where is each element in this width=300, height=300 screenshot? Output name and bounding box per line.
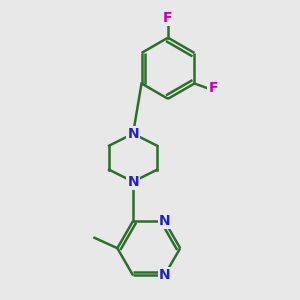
Text: N: N [127,175,139,189]
Text: F: F [208,81,218,95]
Text: N: N [159,214,170,228]
Text: N: N [127,127,139,141]
Text: N: N [159,268,170,282]
Text: F: F [163,11,173,25]
